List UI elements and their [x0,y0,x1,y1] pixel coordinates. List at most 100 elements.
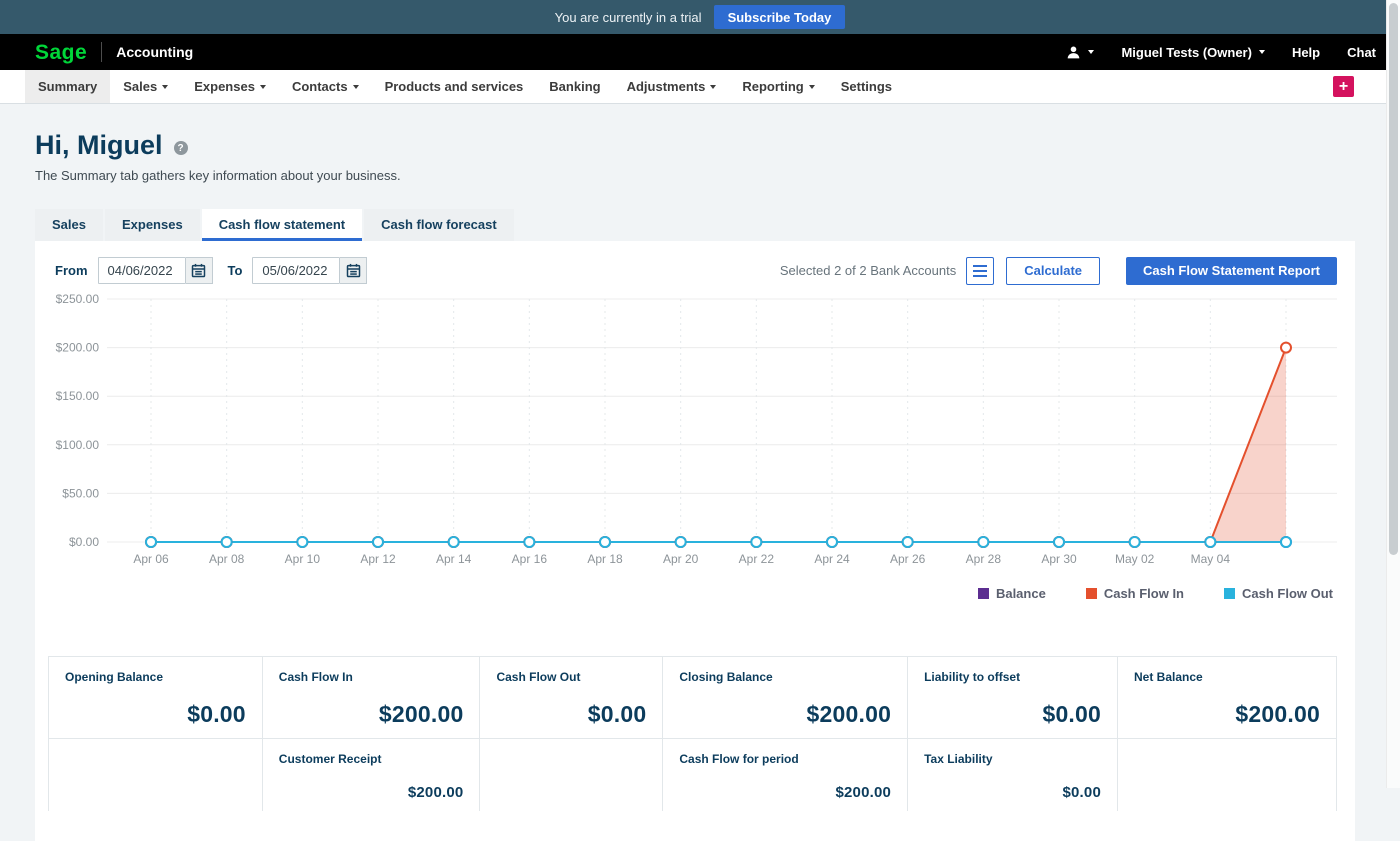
user-name: Miguel Tests (Owner) [1121,45,1252,60]
summary-cell-closing-balance: Closing Balance $200.00 [663,657,908,739]
subscribe-button[interactable]: Subscribe Today [714,5,846,29]
from-calendar-button[interactable] [186,257,213,284]
main-nav: Summary Sales Expenses Contacts Products and… [0,70,1400,104]
nav-item-label: Summary [38,79,97,94]
user-menu[interactable]: Miguel Tests (Owner) [1121,45,1265,60]
y-axis-label: $100.00 [56,437,100,451]
summary-cell-empty [1118,739,1337,811]
nav-item-summary[interactable]: Summary [25,70,110,103]
x-axis-label: Apr 20 [663,552,699,566]
tab-cash-flow-forecast[interactable]: Cash flow forecast [364,209,514,241]
nav-item-contacts[interactable]: Contacts [279,70,372,103]
nav-item-settings[interactable]: Settings [828,70,905,103]
x-axis-label: Apr 24 [814,552,850,566]
x-axis-label: Apr 22 [739,552,775,566]
sage-logo[interactable]: Sage [35,42,87,63]
summary-cell-value: $200.00 [408,784,464,801]
page-subtitle: The Summary tab gathers key information … [35,168,1400,183]
summary-cell-label: Liability to offset [924,670,1101,684]
nav-item-adjustments[interactable]: Adjustments [614,70,730,103]
trial-message: You are currently in a trial [555,10,702,25]
x-axis-label: Apr 28 [966,552,1002,566]
nav-item-label: Adjustments [627,79,706,94]
summary-cell-value: $0.00 [588,701,647,728]
data-point-cash-flow-out [222,537,232,547]
nav-item-reporting[interactable]: Reporting [729,70,827,103]
product-name: Accounting [116,44,193,60]
summary-cell-label: Closing Balance [679,670,891,684]
summary-cell-value: $0.00 [1062,784,1101,801]
summary-cell-empty [480,739,663,811]
nav-item-label: Sales [123,79,157,94]
legend-item-cash-flow-out[interactable]: Cash Flow Out [1224,586,1333,601]
legend-item-balance[interactable]: Balance [978,586,1046,601]
summary-cell-net-balance: Net Balance$200.00 [1118,657,1337,739]
summary-cell-customer-receipt: Customer Receipt $200.00 [263,739,481,811]
summary-cell-value: $0.00 [1042,701,1101,728]
cash-flow-summary-table: Opening Balance$0.00Cash Flow In$200.00C… [48,656,1337,811]
cash-flow-statement-report-button[interactable]: Cash Flow Statement Report [1126,257,1337,285]
data-point-cash-flow-out [600,537,610,547]
data-point-cash-flow-out [978,537,988,547]
x-axis-label: Apr 10 [285,552,321,566]
legend-label: Cash Flow Out [1242,586,1333,601]
calculate-button[interactable]: Calculate [1006,257,1100,285]
user-avatar-menu[interactable] [1066,45,1094,60]
summary-cell-label: Customer Receipt [279,752,464,766]
summary-cell-value: $200.00 [835,784,891,801]
nav-item-sales[interactable]: Sales [110,70,181,103]
legend-label: Balance [996,586,1046,601]
nav-item-label: Reporting [742,79,803,94]
y-axis-label: $0.00 [69,535,99,549]
legend-label: Cash Flow In [1104,586,1184,601]
page-title: Hi, Miguel [35,131,163,161]
summary-cell-opening-balance: Opening Balance$0.00 [49,657,263,739]
y-axis-label: $150.00 [56,389,100,403]
calendar-icon [346,263,361,278]
x-axis-label: Apr 12 [360,552,396,566]
help-icon[interactable]: ? [174,141,188,155]
to-date-input[interactable] [252,257,340,284]
summary-cell-liability-to-offset: Liability to offset $0.00 [908,657,1118,739]
selected-accounts-text: Selected 2 of 2 Bank Accounts [780,263,956,278]
nav-item-expenses[interactable]: Expenses [181,70,279,103]
nav-item-label: Expenses [194,79,255,94]
x-axis-label: Apr 26 [890,552,926,566]
scrollbar-thumb[interactable] [1389,3,1398,555]
to-calendar-button[interactable] [340,257,367,284]
chevron-down-icon [809,85,815,89]
summary-cell-label: Cash Flow for period [679,752,891,766]
tab-expenses[interactable]: Expenses [105,209,200,241]
tab-sales[interactable]: Sales [35,209,103,241]
bank-accounts-menu-button[interactable] [966,257,994,285]
legend-swatch [978,588,989,599]
chat-link[interactable]: Chat [1347,45,1376,60]
data-point-cash-flow-out [903,537,913,547]
summary-cell-value: $200.00 [807,701,892,728]
data-point-cash-flow-out [1054,537,1064,547]
x-axis-label: Apr 08 [209,552,245,566]
x-axis-label: Apr 14 [436,552,472,566]
nav-item-label: Contacts [292,79,348,94]
legend-swatch [1224,588,1235,599]
summary-cell-label: Cash Flow Out [496,670,646,684]
y-axis-label: $250.00 [56,292,100,306]
data-point-cash-flow-out [524,537,534,547]
help-link[interactable]: Help [1292,45,1320,60]
tab-cash-flow-statement[interactable]: Cash flow statement [202,209,362,241]
nav-item-banking[interactable]: Banking [536,70,613,103]
chevron-down-icon [162,85,168,89]
page-scrollbar[interactable] [1386,0,1400,788]
legend-item-cash-flow-in[interactable]: Cash Flow In [1086,586,1184,601]
summary-cell-cash-flow-in: Cash Flow In$200.00 [263,657,481,739]
from-date-input[interactable] [98,257,186,284]
data-point-cash-flow-out [1205,537,1215,547]
nav-item-products-and-services[interactable]: Products and services [372,70,537,103]
quick-add-button[interactable]: + [1333,76,1354,97]
calendar-icon [191,263,206,278]
summary-cell-label: Net Balance [1134,670,1320,684]
app-bar: Sage Accounting Miguel Tests (Owner) Hel… [0,34,1400,70]
y-axis-label: $200.00 [56,340,100,354]
from-label: From [55,263,88,278]
summary-cell-cash-flow-out: Cash Flow Out $0.00 [480,657,663,739]
